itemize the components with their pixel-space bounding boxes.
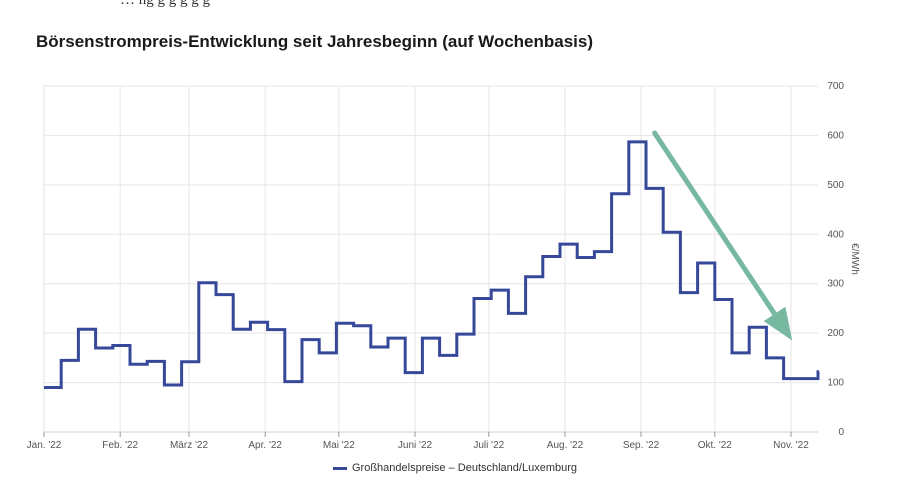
chart-canvas: 0 100 200 300 400 500 600 700 Jan. '22 Feb. '22 M… bbox=[27, 81, 860, 451]
y-tick-label: 500 bbox=[827, 180, 844, 191]
y-axis-label: €/MWh bbox=[849, 243, 860, 275]
price-step-line bbox=[44, 140, 820, 390]
x-tick-label: Jan. '22 bbox=[27, 440, 62, 451]
y-tick-label: 600 bbox=[827, 130, 844, 141]
trend-arrow bbox=[652, 130, 793, 341]
x-tick-label: Feb. '22 bbox=[102, 440, 138, 451]
y-axis-ticks: 0 100 200 300 400 500 600 700 bbox=[827, 81, 844, 438]
y-tick-label: 0 bbox=[838, 427, 844, 438]
x-tick-label: Sep. '22 bbox=[623, 440, 660, 451]
legend-label: Großhandelspreise – Deutschland/Luxembur… bbox=[351, 462, 578, 474]
trend-arrow-head bbox=[763, 306, 793, 341]
x-tick-label: Nov. '22 bbox=[773, 440, 809, 451]
x-tick-label: Juni '22 bbox=[398, 440, 433, 451]
x-tick-label: Okt. '22 bbox=[698, 440, 733, 451]
chart-title: Börsenstrompreis-Entwicklung seit Jahres… bbox=[36, 32, 594, 51]
grid-lines bbox=[43, 85, 818, 433]
x-tick-label: März '22 bbox=[170, 440, 208, 451]
y-tick-label: 100 bbox=[827, 378, 844, 389]
x-tick-label: Aug. '22 bbox=[547, 440, 584, 451]
y-tick-label: 700 bbox=[827, 81, 844, 92]
trend-arrow-shaft bbox=[652, 130, 778, 317]
y-tick-label: 200 bbox=[827, 328, 844, 339]
top-text-fragment: … ng g g g g g bbox=[120, 0, 210, 8]
x-tick-label: Mai '22 bbox=[323, 440, 355, 451]
chart-legend[interactable]: Großhandelspreise – Deutschland/Luxembur… bbox=[0, 462, 910, 474]
legend-swatch bbox=[332, 466, 347, 470]
x-tick-label: Juli '22 bbox=[473, 440, 504, 451]
y-tick-label: 300 bbox=[827, 279, 844, 290]
y-tick-label: 400 bbox=[827, 229, 844, 240]
x-tick-label: Apr. '22 bbox=[248, 440, 282, 451]
x-axis-ticks: Jan. '22 Feb. '22 März '22 Apr. '22 Mai '22 J… bbox=[27, 432, 809, 451]
